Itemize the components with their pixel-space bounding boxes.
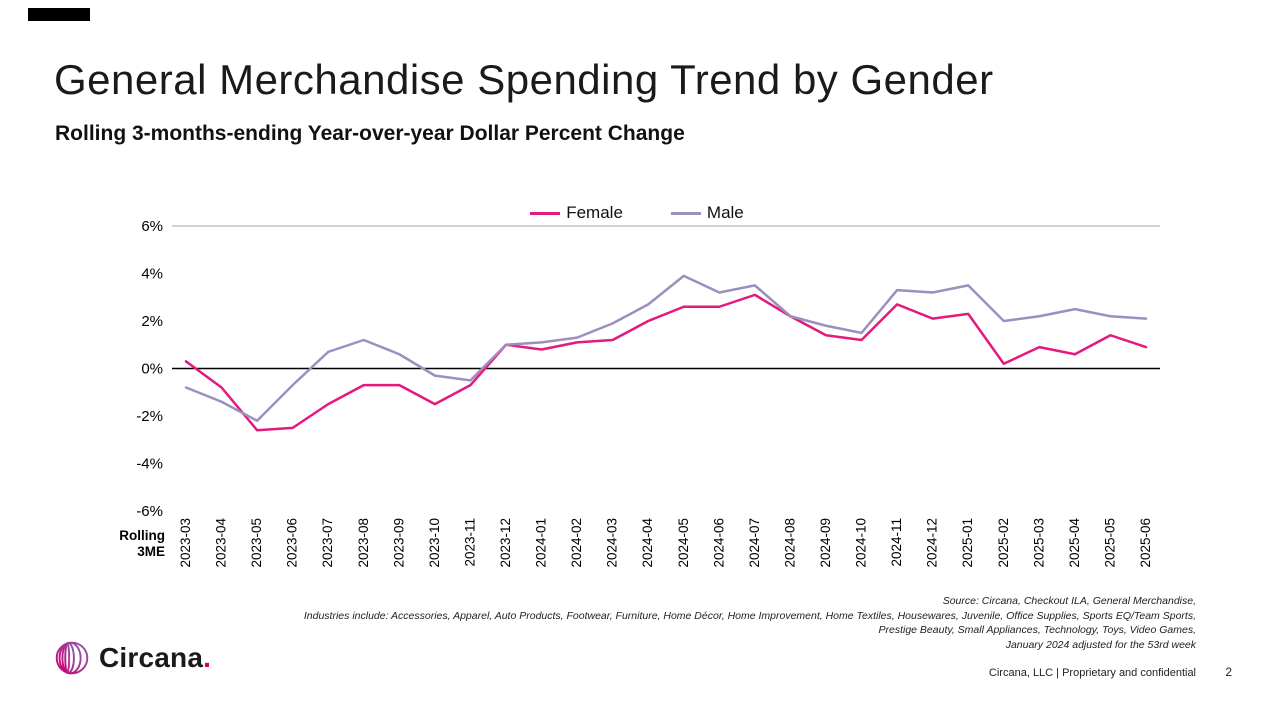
- x-axis-tick-label: 2023-10: [427, 518, 442, 568]
- y-axis-tick-label: 0%: [141, 361, 163, 378]
- x-axis-tick-label: 2024-05: [676, 518, 691, 568]
- page-title: General Merchandise Spending Trend by Ge…: [54, 56, 994, 103]
- x-axis-tick-label: 2024-02: [569, 518, 584, 568]
- x-axis-caption-line2: 3ME: [137, 544, 165, 559]
- page-number: 2: [1225, 665, 1232, 679]
- legend-label-male: Male: [706, 203, 744, 222]
- x-axis-tick-label: 2024-10: [854, 518, 869, 568]
- logo-period: .: [203, 642, 212, 673]
- x-axis-tick-label: 2024-12: [925, 518, 940, 568]
- legend-label-female: Female: [566, 203, 623, 222]
- source-note-line: Industries include: Accessories, Apparel…: [303, 609, 1196, 622]
- trend-line-chart: 6% 4% 2% 0% -2% -4% -6% 2023-03 2023-04 2023-05 20…: [136, 218, 1160, 568]
- x-axis-tick-label: 2024-01: [534, 518, 549, 568]
- y-axis-tick-label: 2%: [141, 313, 163, 330]
- top-accent-bar: [28, 8, 90, 21]
- y-axis-tick-label: -6%: [136, 503, 163, 520]
- x-axis-tick-label: 2023-06: [285, 518, 300, 568]
- series-line-female: [184, 293, 1148, 432]
- y-axis-tick-label: -4%: [136, 456, 163, 473]
- x-axis-tick-label: 2025-03: [1031, 518, 1046, 568]
- x-axis-tick-label: 2024-06: [711, 518, 726, 568]
- circana-wordmark: Circana.: [99, 642, 212, 673]
- x-axis-tick-label: 2023-09: [391, 518, 406, 568]
- x-axis-tick-label: 2023-07: [320, 518, 335, 568]
- page-subtitle: Rolling 3-months-ending Year-over-year D…: [55, 122, 685, 145]
- source-note-line: Prestige Beauty, Small Appliances, Techn…: [878, 624, 1196, 636]
- x-axis-tick-label: 2024-03: [605, 518, 620, 568]
- y-axis-tick-label: -2%: [136, 408, 163, 425]
- confidential-note: Circana, LLC | Proprietary and confident…: [988, 667, 1196, 679]
- chart-legend: Female Male: [172, 203, 1102, 223]
- source-notes: Source: Circana, Checkout ILA, General M…: [296, 594, 1196, 652]
- x-axis-tick-label: 2024-08: [782, 518, 797, 568]
- x-axis-tick-label: 2023-11: [462, 518, 477, 567]
- source-note-line: January 2024 adjusted for the 53rd week: [1005, 638, 1196, 651]
- x-axis-tick-label: 2025-05: [1102, 518, 1117, 568]
- legend-swatch-female: [530, 211, 561, 215]
- x-axis-tick-label: 2023-04: [214, 518, 229, 568]
- x-axis-tick-label: 2023-12: [498, 518, 513, 568]
- source-note-line: Source: Circana, Checkout ILA, General M…: [942, 595, 1196, 607]
- y-axis-tick-label: 4%: [141, 266, 163, 283]
- series-line-male: [184, 274, 1148, 422]
- x-axis-tick-label: 2025-01: [960, 518, 975, 568]
- x-axis-tick-label: 2024-11: [889, 518, 904, 567]
- legend-item-male: Male: [670, 203, 744, 223]
- x-axis-caption: Rolling 3ME: [92, 528, 165, 560]
- legend-swatch-male: [670, 211, 701, 215]
- x-axis-caption-line1: Rolling: [119, 528, 165, 543]
- x-axis-tick-label: 2023-03: [178, 518, 193, 568]
- x-axis-tick-label: 2023-08: [356, 518, 371, 568]
- x-axis-tick-label: 2025-06: [1138, 518, 1153, 568]
- x-axis-tick-label: 2025-02: [996, 518, 1011, 568]
- x-axis-tick-label: 2023-05: [249, 518, 264, 568]
- x-axis-tick-label: 2024-07: [747, 518, 762, 568]
- x-axis-tick-label: 2024-09: [818, 518, 833, 568]
- circana-globe-icon: [55, 641, 89, 675]
- x-axis-tick-label: 2024-04: [640, 518, 655, 568]
- legend-item-female: Female: [530, 203, 623, 223]
- y-axis-tick-label: 6%: [141, 218, 163, 235]
- x-axis-tick-label: 2025-04: [1067, 518, 1082, 568]
- circana-logo: Circana.: [50, 636, 211, 680]
